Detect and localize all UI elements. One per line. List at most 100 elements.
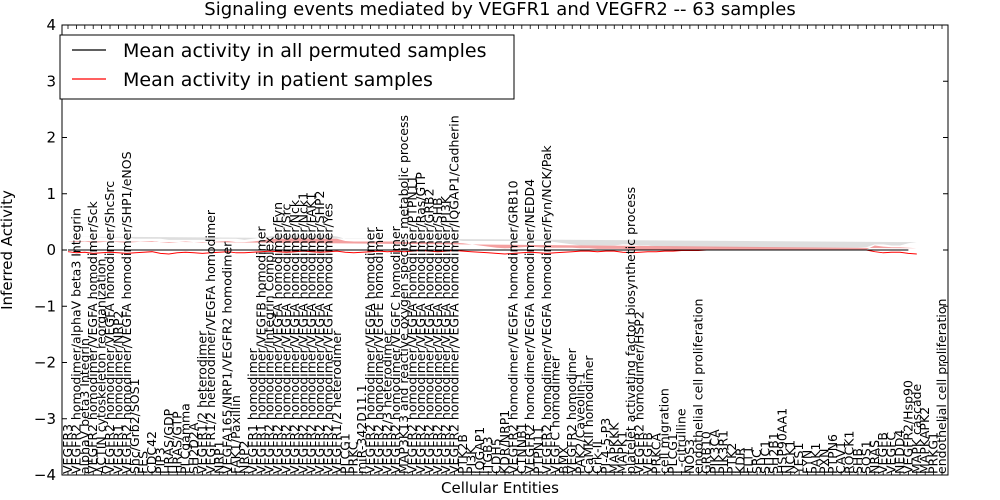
entity-label: PXN [816,449,831,474]
entity-label: PI3K [463,446,478,474]
y-tick-label: 1 [46,185,56,203]
entity-label: VEGFR2/3 heterodimer [379,330,394,474]
legend-box [59,34,515,100]
legend: Mean activity in all permuted samples Me… [59,34,515,100]
entity-label: GRB10 [699,431,714,474]
entity-label: MAPK1 [615,431,630,474]
entity-label: VEGFR1/2 heterodimer/VEGFA homodimer [203,209,218,474]
entity-label: PTK2B [455,434,470,474]
chart-title: Signaling events mediated by VEGFR1 and … [204,0,795,20]
entity-label: Crk-II [589,441,604,474]
entity-label: endothelial cell proliferation [690,299,705,474]
entity-label: CDC42 [144,431,159,474]
entity-label: VEGFR1 homodimer/NRP2 [110,311,125,474]
entity-label: VEGFR2 homodimer/VEGFA homodimer/Src [279,204,294,474]
patient-band [68,238,917,250]
activity-lines [67,249,917,255]
entity-label: IQGAP1 [472,427,487,474]
entity-label: VEGFR1 homodimer [245,347,260,474]
entity-label: YES1 [791,443,806,475]
x-axis-label: Cellular Entities [441,479,559,497]
y-axis-label: Inferred Activity [0,190,16,310]
entity-label: miR-342D11.1 [354,384,369,474]
entity-label: VEGFR1/2 heterodimer [329,330,344,474]
permuted-band [68,235,917,248]
legend-label-permuted: Mean activity in all permuted samples [123,40,486,62]
entity-label: NOS3 [682,439,697,474]
entity-label: FYN [800,450,815,474]
entity-label: VEGFR2 homodimer/Integrin Complex [262,237,277,474]
entity-label: PTK2 [724,443,739,474]
entity-label: CaMKII homodimer [581,355,596,474]
entity-label: PAK1 [808,443,823,474]
entity-label: SHB [850,448,865,474]
entity-label: HRAS/GTP [169,411,184,474]
entity-label: PRKCA [648,433,663,474]
entity-label: VEGFR2 homodimer/VEGFA homodimer/Yes [321,203,336,474]
entity-label: KDR/NRP1 [497,410,512,474]
entity-label: PIK3CA [707,429,722,474]
entity-label: NRP2 [236,440,251,474]
entity-label: FES [136,451,151,474]
entity-label: VEGFR2 homodimer [564,347,579,474]
entity-label: Shc/Grb2/SOS1 [127,378,142,474]
entity-label: SRC [749,449,764,474]
entity-label: MAPKAPK2 [917,407,932,474]
entity-label: PLCG1 [337,433,352,474]
y-tick-label: 3 [46,72,56,90]
entity-label: platelet activating factor biosynthetic … [623,187,638,474]
entity-label: BMX [556,446,571,474]
entity-label: VEGFR2 homodimer/alphaV beta3 Integrin [68,208,83,474]
entity-label: VEGFR2 homodimer/VEGFA homodimer [363,227,378,474]
entity-label: VEGFR2 homodimer/VEGFA homodimer/SHP2 [312,190,327,474]
entity-label: VEGFC [884,432,899,474]
y-tick-label: 0 [46,241,56,259]
entity-label: NEDD4 [892,430,907,474]
entity-label: CAV1 [833,441,848,474]
entity-label: FLT1 [741,446,756,474]
entity-label: VEGFR2 homodimer/VEGFA homodimer/Fyn [270,202,285,474]
entity-label: VEGFR2 homodimer/VEGFA homodimer/SHP1/eN… [119,151,134,474]
entity-label: VEGFR2 homodimer/VEGFA homodimer/NEDD4 [522,179,537,474]
entity-label: PRKC [346,441,361,474]
entity-label: VEGFR2 homodimer/VEGFA homodimer/Sck [85,201,100,474]
y-tick-label: −4 [34,466,56,484]
entity-label: endothelial cell proliferation [934,299,949,474]
entity-label: MAPK cascade [909,383,924,474]
entity-label: VEGFR2 homodimer/VEGFA homodimer/GRB2 [421,188,436,474]
entity-label: alphaV beta3 Integrin [77,338,92,474]
entity-label: VEGFR2 homodimer/VEGFA homodimer/PI3K [438,195,453,474]
entity-label: PTPN11 [531,426,546,474]
entity-label: SH2D2A [186,422,201,474]
entity-label: VEGFB [640,432,655,474]
y-axis: −4 −3 −2 −1 0 1 2 3 4 [34,16,948,484]
entity-label: VEGFR2 homodimer/VEGFA homodimer/IQGAP1/… [447,115,462,474]
entity-label: VEGFR2 homodimer/VEGFC homodimer [388,225,403,474]
entity-label: PIP3 [152,447,167,474]
entity-label: VEGFR2/Hsp90 [900,380,915,474]
entity-label: VEGFR3 [60,424,75,474]
entity-label: VEGFR2 homodimer/VEGFA homodimer/Ras/GTP [413,172,428,474]
entity-label: PIK3R1 [716,430,731,474]
entity-label: VEGFR2 homodimer/VEGFA homodimer/ShcSrc [102,181,117,474]
entity-label: L-citrulline [673,408,688,474]
entity-label: NRP1 [211,440,226,474]
entity-label: SHC1 [758,440,773,474]
entity-label: VEGFR1/2 heterodimer [194,330,209,474]
entity-label: VEGFR2 homodimer/VEGFE homodimer [371,226,386,474]
entity-label: MAPKKK [606,422,621,474]
entity-label: PLCgamma [178,403,193,474]
y-tick-label: 4 [46,16,56,34]
entity-label: FAK1/Paxillin [228,395,243,474]
y-tick-label: −3 [34,410,56,428]
entity-label: MAP3K13 and reactive oxygen species meta… [396,115,411,474]
entity-label: VEGFB [875,432,890,474]
entity-label: SH2B1 [766,432,781,474]
entity-label: VEGFR2 homodimer/VEGFA homodimer/Nck [287,199,302,474]
entity-label: NCK1 [783,440,798,474]
entity-label: CDH5 [489,438,504,474]
entity-label: CTNNB1 [514,422,529,474]
y-tick-label: −2 [34,354,56,372]
entity-label: VEGFR2 homodimer/VEGFA homodimer/PTPN11 [405,175,420,474]
activity-bands [68,235,917,250]
